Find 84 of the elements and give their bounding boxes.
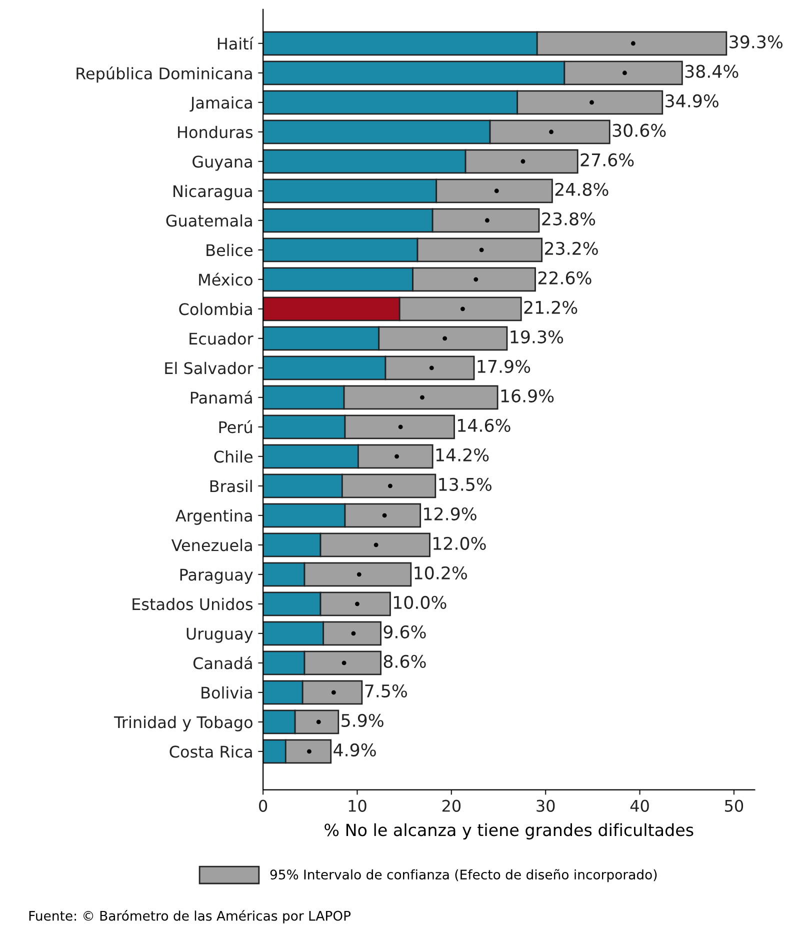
annotation: 14.2% — [436, 448, 489, 462]
y-tick-label: Bolivia — [202, 686, 252, 699]
y-tick-label: Guyana — [192, 156, 252, 171]
y-tick-label: Costa Rica — [170, 745, 252, 758]
point — [484, 218, 490, 223]
point — [355, 602, 360, 606]
point — [374, 542, 378, 548]
point — [474, 277, 478, 282]
annotation: 5.9% — [342, 714, 384, 727]
point — [331, 690, 336, 695]
y-tick-label: Trinidad y Tobago — [114, 716, 252, 732]
point — [306, 749, 312, 754]
y-tick-label: Paraguay — [180, 568, 253, 584]
y-tick-label: Nicaragua — [174, 184, 252, 200]
y-tick-label: Guatemala — [166, 214, 252, 227]
y-tick-label: Estados Unidos — [132, 598, 253, 610]
annotation: 17.9% — [478, 360, 530, 373]
y-tick-label: El Salvador — [165, 362, 254, 374]
y-tick-label: Perú — [219, 420, 252, 434]
annotation: 30.6% — [612, 124, 666, 137]
point — [479, 248, 484, 252]
x-tick-label: 30 — [536, 800, 555, 812]
x-tick-label: 0 — [259, 800, 268, 812]
annotation: 22.6% — [538, 271, 592, 284]
annotation: 39.3% — [730, 35, 783, 48]
y-tick-label: Honduras — [178, 126, 253, 138]
point — [356, 572, 362, 577]
annotation: 10.0% — [394, 596, 446, 609]
point — [351, 631, 356, 636]
point — [342, 660, 346, 666]
annotation: 19.3% — [510, 330, 564, 344]
y-tick-label: Panamá — [190, 390, 252, 404]
x-tick-label: 50 — [725, 800, 744, 812]
y-tick-label: Venezuela — [171, 538, 252, 552]
y-tick-label: Belice — [206, 244, 252, 256]
point — [630, 41, 636, 46]
y-tick-label: Argentina — [176, 509, 252, 525]
point — [622, 70, 627, 76]
y-tick-label: Colombia — [179, 302, 252, 316]
annotation: 21.2% — [524, 300, 578, 314]
x-tick-label: 40 — [630, 800, 649, 812]
annotation: 23.8% — [542, 212, 596, 226]
annotation: 34.9% — [666, 94, 718, 108]
y-tick-label: Haití — [218, 36, 254, 50]
annotation: 4.9% — [334, 743, 376, 756]
point — [549, 130, 554, 134]
annotation: 10.2% — [414, 566, 467, 580]
y-tick-label: Uruguay — [186, 628, 253, 643]
y-tick-label: Brasil — [210, 480, 252, 492]
source-note: Fuente: © Barómetro de las Américas por LAPOP — [29, 910, 351, 924]
x-tick-label: 20 — [442, 800, 461, 812]
annotation: 23.2% — [544, 242, 598, 255]
annotation: 24.8% — [555, 182, 608, 196]
y-tick-label: Jamaica — [190, 96, 252, 112]
annotation: 12.9% — [424, 507, 476, 520]
annotation: 7.5% — [365, 684, 407, 698]
point — [398, 424, 403, 430]
point — [388, 484, 392, 488]
annotation: 9.6% — [384, 625, 426, 638]
point — [429, 366, 434, 370]
point — [316, 720, 321, 724]
annotation: 16.9% — [501, 389, 554, 402]
annotation: 8.6% — [384, 654, 426, 668]
y-tick-label: República Dominicana — [76, 66, 252, 83]
y-tick-label: Canadá — [193, 656, 252, 670]
x-axis-title: % No le alcanza y tiene grandes dificultades — [324, 823, 694, 840]
point — [494, 188, 499, 194]
point — [394, 454, 400, 459]
annotation: 38.4% — [685, 64, 738, 78]
y-tick-label: Ecuador — [190, 332, 254, 345]
point — [442, 336, 448, 341]
x-tick-label: 10 — [348, 800, 366, 812]
y-tick-label: México — [199, 272, 252, 286]
y-tick-label: Chile — [214, 450, 252, 463]
point — [590, 100, 594, 105]
point — [382, 513, 387, 518]
annotation: 27.6% — [580, 153, 634, 166]
point — [520, 159, 526, 164]
point — [460, 306, 465, 312]
annotation: 14.6% — [458, 418, 510, 432]
annotation: 13.5% — [439, 478, 492, 491]
annotation: 12.0% — [434, 536, 486, 550]
point — [420, 395, 424, 400]
legend-label: 95% Intervalo de confianza (Efecto de diseño incorporado) — [270, 869, 657, 882]
